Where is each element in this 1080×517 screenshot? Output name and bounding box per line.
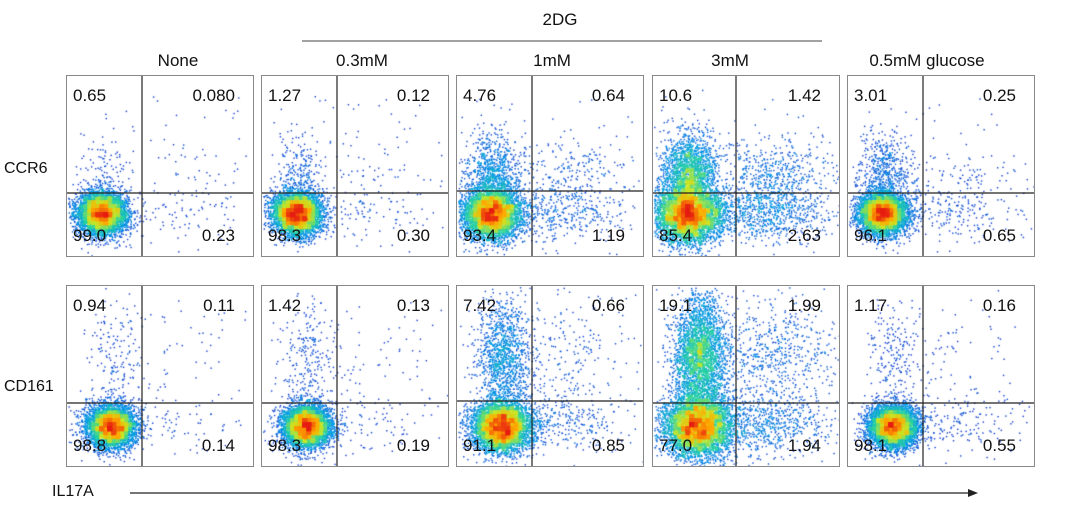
plot-panel-cd161-2: 1.42 0.13 98.3 0.19 [261,285,449,467]
quadrant-value-ur: 0.16 [982,296,1016,315]
density-dot-plot [457,76,643,256]
density-dot-plot [848,286,1034,466]
quadrant-value-ul: 1.17 [854,296,888,315]
density-dot-plot [262,76,448,256]
quadrant-value-ur: 0.11 [203,296,235,315]
quadrant-value-ll: 93.4 [463,226,497,245]
quadrant-value-ur: 1.42 [787,86,821,105]
density-dot-plot [653,286,839,466]
column-header-3mm: 3mM [711,51,749,70]
column-header-glucose: 0.5mM glucose [869,51,985,70]
column-header-none: None [157,51,199,70]
quadrant-gate [848,76,1034,256]
quadrant-value-lr: 0.30 [396,226,430,245]
quadrant-value-ur: 0.13 [396,296,430,315]
plot-panel-cd161-3: 7.42 0.66 91.1 0.85 [456,285,644,467]
quadrant-gate [653,286,839,466]
quadrant-value-ul: 10.6 [659,86,693,105]
density-dot-plot [457,286,643,466]
column-header-1mm: 1mM [533,51,571,70]
quadrant-gate [653,76,839,256]
row-label-ccr6: CCR6 [4,160,48,177]
quadrant-value-ll: 98.3 [268,436,302,455]
quadrant-value-ur: 0.66 [591,296,625,315]
plot-panel-ccr6-5: 3.01 0.25 96.1 0.65 [847,75,1035,257]
quadrant-gate [262,286,448,466]
quadrant-value-ll: 91.1 [463,436,497,455]
quadrant-value-ul: 19.1 [659,296,693,315]
quadrant-value-lr: 0.19 [396,436,430,455]
quadrant-value-ur: 0.080 [192,86,235,105]
plot-panel-ccr6-4: 10.6 1.42 85.4 2.63 [652,75,840,257]
quadrant-gate [848,286,1034,466]
row-label-cd161: CD161 [4,378,54,395]
quadrant-value-ll: 85.4 [659,226,693,245]
quadrant-value-ul: 7.42 [463,296,497,315]
quadrant-gate [67,76,253,256]
quadrant-value-ll: 98.1 [854,436,888,455]
plot-panel-cd161-1: 0.94 0.11 98.8 0.14 [66,285,254,467]
plot-panel-cd161-4: 19.1 1.99 77.0 1.94 [652,285,840,467]
quadrant-value-ul: 1.42 [268,296,302,315]
quadrant-gate [262,76,448,256]
quadrant-value-ll: 98.3 [268,226,302,245]
quadrant-value-ur: 0.25 [982,86,1016,105]
quadrant-value-ll: 99.0 [73,226,107,245]
group-label-2dg: 2DG [542,10,578,29]
column-header-0-3mm: 0.3mM [336,51,388,70]
quadrant-value-ll: 96.1 [854,226,888,245]
quadrant-value-ur: 1.99 [787,296,821,315]
quadrant-value-ul: 0.94 [73,296,107,315]
quadrant-value-lr: 0.14 [201,436,235,455]
quadrant-gate [67,286,253,466]
quadrant-value-ur: 0.64 [591,86,625,105]
quadrant-value-ul: 4.76 [463,86,497,105]
plot-panel-ccr6-2: 1.27 0.12 98.3 0.30 [261,75,449,257]
quadrant-value-ur: 0.12 [396,86,430,105]
quadrant-gate [457,76,643,256]
quadrant-value-lr: 0.55 [982,436,1016,455]
density-dot-plot [67,76,253,256]
density-dot-plot [848,76,1034,256]
quadrant-value-lr: 1.94 [787,436,821,455]
quadrant-value-ll: 98.8 [73,436,107,455]
density-dot-plot [653,76,839,256]
quadrant-value-lr: 1.19 [591,226,625,245]
quadrant-value-lr: 0.65 [982,226,1016,245]
quadrant-value-ul: 1.27 [268,86,302,105]
x-axis-label-il17a: IL17A [52,483,94,500]
quadrant-value-ll: 77.0 [659,436,693,455]
density-dot-plot [67,286,253,466]
quadrant-value-ul: 3.01 [854,86,888,105]
plot-panel-ccr6-1: 0.65 0.080 99.0 0.23 [66,75,254,257]
plot-panel-ccr6-3: 4.76 0.64 93.4 1.19 [456,75,644,257]
quadrant-value-lr: 0.23 [201,226,235,245]
density-dot-plot [262,286,448,466]
quadrant-value-lr: 2.63 [787,226,821,245]
quadrant-value-ul: 0.65 [73,86,107,105]
plot-panel-cd161-5: 1.17 0.16 98.1 0.55 [847,285,1035,467]
quadrant-gate [457,286,643,466]
quadrant-value-lr: 0.85 [591,436,625,455]
